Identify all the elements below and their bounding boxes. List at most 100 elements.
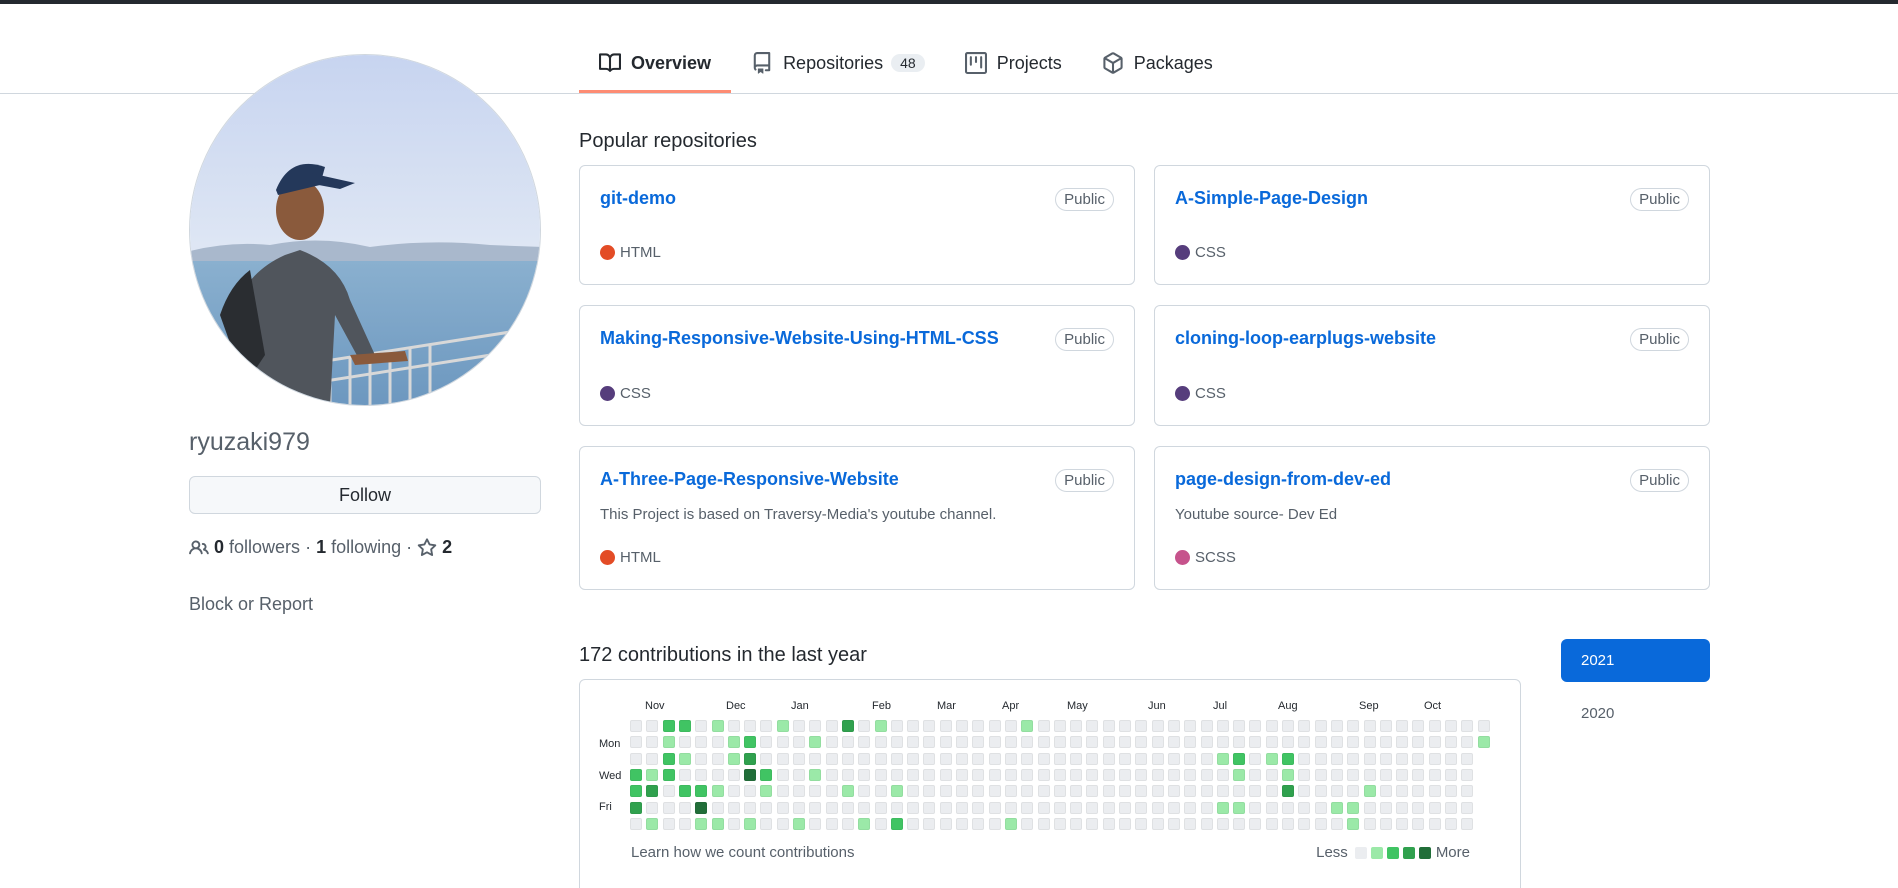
contribution-cell[interactable] — [744, 817, 757, 830]
contribution-cell[interactable] — [711, 736, 724, 749]
contribution-cell[interactable] — [662, 801, 675, 814]
contribution-cell[interactable] — [1363, 736, 1376, 749]
contribution-cell[interactable] — [939, 720, 952, 732]
contribution-cell[interactable] — [1119, 752, 1131, 765]
contribution-cell[interactable] — [727, 801, 740, 814]
contribution-cell[interactable] — [1135, 801, 1148, 814]
contribution-cell[interactable] — [1151, 817, 1164, 830]
contribution-cell[interactable] — [1265, 768, 1278, 781]
contribution-cell[interactable] — [727, 752, 740, 765]
contribution-cell[interactable] — [1314, 752, 1327, 765]
contribution-cell[interactable] — [956, 736, 968, 749]
contribution-cell[interactable] — [744, 752, 757, 765]
contribution-cell[interactable] — [1135, 785, 1148, 798]
contribution-cell[interactable] — [1265, 785, 1278, 798]
contribution-cell[interactable] — [1200, 768, 1213, 781]
contribution-cell[interactable] — [1412, 752, 1425, 765]
contribution-cell[interactable] — [760, 785, 773, 798]
contribution-cell[interactable] — [825, 768, 838, 781]
contribution-cell[interactable] — [1314, 736, 1327, 749]
contribution-cell[interactable] — [1282, 785, 1294, 798]
contribution-cell[interactable] — [1396, 785, 1409, 798]
contribution-cell[interactable] — [1412, 768, 1425, 781]
contribution-cell[interactable] — [923, 785, 936, 798]
contribution-cell[interactable] — [630, 736, 642, 749]
contribution-cell[interactable] — [825, 752, 838, 765]
contribution-cell[interactable] — [1298, 801, 1311, 814]
contribution-cell[interactable] — [1167, 736, 1180, 749]
contribution-cell[interactable] — [956, 768, 968, 781]
contribution-cell[interactable] — [1396, 801, 1409, 814]
contribution-cell[interactable] — [1004, 736, 1017, 749]
contribution-cell[interactable] — [793, 801, 805, 814]
contribution-cell[interactable] — [1184, 785, 1197, 798]
contribution-cell[interactable] — [972, 720, 985, 732]
contribution-cell[interactable] — [841, 817, 854, 830]
contribution-cell[interactable] — [1298, 785, 1311, 798]
contribution-cell[interactable] — [1282, 801, 1294, 814]
contribution-cell[interactable] — [1428, 768, 1441, 781]
contribution-cell[interactable] — [776, 752, 789, 765]
contribution-cell[interactable] — [727, 817, 740, 830]
contribution-cell[interactable] — [1086, 752, 1099, 765]
contribution-cell[interactable] — [1053, 720, 1066, 732]
contribution-cell[interactable] — [1249, 752, 1262, 765]
contribution-cell[interactable] — [727, 768, 740, 781]
contribution-cell[interactable] — [793, 768, 805, 781]
contribution-cell[interactable] — [662, 785, 675, 798]
contribution-cell[interactable] — [1461, 785, 1474, 798]
contribution-cell[interactable] — [1053, 801, 1066, 814]
contribution-cell[interactable] — [1004, 801, 1017, 814]
contribution-cell[interactable] — [1249, 785, 1262, 798]
contribution-cell[interactable] — [1086, 785, 1099, 798]
contribution-cell[interactable] — [939, 801, 952, 814]
following-link[interactable]: 1 following — [316, 537, 401, 558]
contribution-cell[interactable] — [1184, 752, 1197, 765]
contribution-cell[interactable] — [1412, 785, 1425, 798]
contribution-cell[interactable] — [841, 768, 854, 781]
contribution-cell[interactable] — [1053, 817, 1066, 830]
contribution-cell[interactable] — [1396, 736, 1409, 749]
contribution-cell[interactable] — [1233, 801, 1246, 814]
contribution-cell[interactable] — [1004, 817, 1017, 830]
contribution-cell[interactable] — [890, 801, 903, 814]
contribution-cell[interactable] — [1233, 768, 1246, 781]
contribution-cell[interactable] — [1037, 768, 1050, 781]
contribution-cell[interactable] — [695, 736, 708, 749]
contribution-cell[interactable] — [727, 720, 740, 732]
contribution-cell[interactable] — [760, 720, 773, 732]
contribution-cell[interactable] — [1461, 752, 1474, 765]
contribution-cell[interactable] — [1070, 752, 1083, 765]
contribution-cell[interactable] — [1200, 720, 1213, 732]
contribution-cell[interactable] — [1412, 801, 1425, 814]
contribution-cell[interactable] — [1233, 752, 1246, 765]
contribution-cell[interactable] — [1119, 768, 1131, 781]
contribution-cell[interactable] — [1151, 720, 1164, 732]
contribution-cell[interactable] — [760, 736, 773, 749]
contribution-cell[interactable] — [1282, 752, 1294, 765]
contribution-cell[interactable] — [1037, 736, 1050, 749]
contribution-cell[interactable] — [939, 768, 952, 781]
contribution-cell[interactable] — [1021, 736, 1034, 749]
repo-link[interactable]: git-demo — [600, 188, 676, 208]
repo-link[interactable]: Making-Responsive-Website-Using-HTML-CSS — [600, 328, 999, 348]
contribution-cell[interactable] — [678, 752, 691, 765]
contribution-cell[interactable] — [744, 785, 757, 798]
contribution-cell[interactable] — [1216, 801, 1229, 814]
contribution-cell[interactable] — [1330, 817, 1343, 830]
contribution-cell[interactable] — [825, 801, 838, 814]
contribution-cell[interactable] — [1233, 736, 1246, 749]
contribution-cell[interactable] — [1314, 768, 1327, 781]
contribution-cell[interactable] — [695, 801, 708, 814]
contribution-cell[interactable] — [809, 817, 822, 830]
contribution-cell[interactable] — [841, 736, 854, 749]
repo-link[interactable]: A-Three-Page-Responsive-Website — [600, 469, 899, 489]
contribution-cell[interactable] — [744, 768, 757, 781]
repo-link[interactable]: page-design-from-dev-ed — [1175, 469, 1392, 489]
contribution-cell[interactable] — [988, 752, 1001, 765]
contribution-cell[interactable] — [1477, 736, 1490, 749]
contribution-cell[interactable] — [1347, 785, 1360, 798]
contribution-cell[interactable] — [1167, 785, 1180, 798]
contribution-cell[interactable] — [1200, 785, 1213, 798]
contribution-cell[interactable] — [662, 736, 675, 749]
